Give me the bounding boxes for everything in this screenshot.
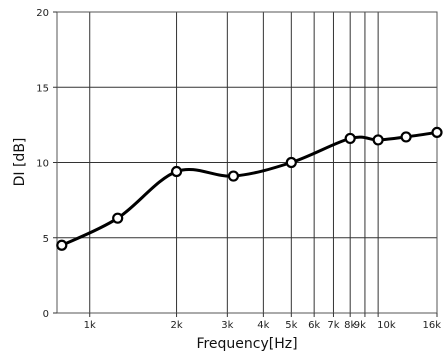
y-tick-label: 0 [43, 309, 49, 320]
x-tick-label: 8k [344, 320, 356, 331]
y-tick-labels: 0 5 10 15 20 [36, 8, 57, 320]
data-point-marker [227, 170, 240, 182]
x-tick-label: 1k [84, 320, 96, 331]
x-tick-label: 4k [257, 320, 269, 331]
data-point-marker [431, 126, 443, 138]
x-tick-label: 16k [422, 320, 441, 331]
data-point-marker [372, 134, 384, 146]
x-tick-label: 3k [221, 320, 233, 331]
x-tick-label: 2k [170, 320, 182, 331]
series-group [56, 126, 443, 251]
data-point-marker [170, 165, 183, 178]
data-point-marker [400, 131, 412, 143]
x-tick-label: 6k [308, 320, 320, 331]
data-point-marker [344, 132, 356, 145]
x-axis-label: Frequency[Hz] [196, 336, 297, 352]
y-tick-label: 5 [43, 234, 49, 245]
x-tick-label: 9k [354, 320, 366, 331]
y-tick-label: 20 [36, 8, 49, 19]
x-tick-label: 7k [327, 320, 339, 331]
data-point-marker [112, 212, 124, 224]
x-tick-label: 10k [377, 320, 396, 331]
x-tick-label: 5k [285, 320, 297, 331]
y-tick-label: 15 [36, 83, 49, 94]
data-point-marker [285, 156, 297, 169]
y-tick-label: 10 [36, 159, 49, 170]
data-point-marker [56, 239, 68, 251]
y-axis-label: DI [dB] [12, 138, 28, 187]
